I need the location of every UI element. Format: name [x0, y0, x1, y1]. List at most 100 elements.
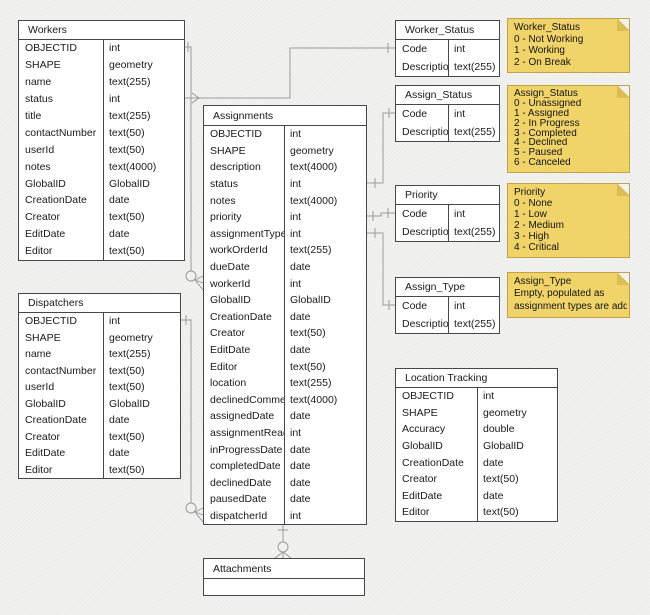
table-row: GlobalID GlobalID [396, 438, 557, 455]
field-type: geometry [290, 144, 334, 157]
field-type: date [290, 310, 311, 323]
field-name: Creator [402, 473, 438, 486]
table-row: dispatcherId int [204, 508, 366, 525]
field-name: EditDate [210, 344, 251, 357]
table-body: OBJECTID int SHAPE geometry Accuracy double Gl… [396, 388, 557, 521]
field-name: Creator [210, 327, 246, 340]
field-name: dispatcherId [210, 509, 268, 522]
table-row: EditDate date [19, 226, 184, 243]
table-row: Code int [396, 205, 499, 223]
field-name: Creator [25, 430, 61, 443]
column-divider [284, 126, 285, 525]
field-name: SHAPE [402, 406, 438, 419]
field-type: int [290, 509, 302, 522]
note-line: Empty, populated as [514, 288, 605, 300]
table-row: Editor text(50) [204, 358, 366, 375]
field-type: GlobalID [109, 177, 150, 190]
field-name: contactNumber [25, 126, 97, 139]
field-name: dueDate [210, 261, 250, 274]
table-row: notes text(4000) [19, 158, 184, 175]
table-body: Code int Description text(255) [396, 40, 499, 76]
note-line: 2 - Medium [514, 220, 565, 231]
table-row: Description text(255) [396, 123, 499, 141]
field-type: GlobalID [109, 397, 150, 410]
field-type: geometry [483, 406, 527, 419]
table-row: name text(255) [19, 346, 180, 363]
table-row: Accuracy double [396, 421, 557, 438]
field-type: int [290, 128, 302, 141]
table-row: dueDate date [204, 259, 366, 276]
table-empty-row [204, 579, 364, 595]
note-line: 2 - On Break [514, 56, 571, 68]
field-type: text(50) [109, 364, 145, 377]
field-name: EditDate [402, 489, 443, 502]
field-type: int [454, 108, 466, 120]
field-name: location [210, 377, 247, 390]
table-row: assignmentType int [204, 226, 366, 243]
field-type: date [109, 228, 130, 241]
field-name: declinedComment [210, 393, 284, 406]
table-row: CreationDate date [19, 192, 184, 209]
field-name: status [25, 93, 54, 106]
table-row: contactNumber text(50) [19, 124, 184, 141]
field-name: CreationDate [210, 310, 272, 323]
table-row: CreationDate date [204, 309, 366, 326]
field-type: text(50) [109, 430, 145, 443]
table-row: OBJECTID int [204, 126, 366, 143]
table-body [204, 579, 364, 595]
table-row: Description text(255) [396, 223, 499, 241]
field-type: text(50) [290, 360, 326, 373]
field-type: int [454, 43, 466, 55]
note-title: Worker_Status [514, 22, 580, 33]
table-row: SHAPE geometry [396, 405, 557, 422]
table-body: OBJECTID int SHAPE geometry description text(… [204, 126, 366, 525]
sticky-note_assign_status: Assign_Status 0 - Unassigned 1 - Assigned 2… [507, 85, 630, 173]
field-name: assignmentRead [210, 426, 284, 439]
field-name: completedDate [210, 460, 281, 473]
table-row: Creator text(50) [19, 209, 184, 226]
field-name: CreationDate [25, 194, 87, 207]
table-title: Assign_Status [396, 86, 499, 105]
field-type: text(50) [483, 473, 519, 486]
field-name: SHAPE [25, 331, 61, 344]
table-row: description text(4000) [204, 159, 366, 176]
column-divider [477, 388, 478, 521]
table-title: Worker_Status [396, 21, 499, 40]
field-name: priority [210, 211, 242, 224]
table-row: title text(255) [19, 108, 184, 125]
field-type: text(255) [454, 61, 496, 73]
table-title: Attachments [204, 559, 364, 579]
field-type: date [290, 344, 311, 357]
field-type: text(255) [290, 244, 332, 257]
table-row: userId text(50) [19, 141, 184, 158]
field-name: Accuracy [402, 423, 446, 436]
table-row: OBJECTID int [19, 313, 180, 330]
table-title: Priority [396, 186, 499, 205]
field-type: geometry [109, 331, 153, 344]
table-row: pausedDate date [204, 491, 366, 508]
field-type: text(255) [109, 348, 151, 361]
field-name: title [25, 110, 42, 122]
field-type: int [290, 426, 302, 439]
table-row: assignedDate date [204, 408, 366, 425]
table-row: workerId int [204, 275, 366, 292]
column-divider [448, 205, 449, 241]
table-attachments: Attachments [203, 558, 365, 596]
field-type: date [290, 261, 311, 274]
note-line: 4 - Critical [514, 242, 560, 253]
field-type: text(50) [109, 211, 145, 224]
table-row: Creator text(50) [396, 471, 557, 488]
field-type: text(255) [454, 318, 496, 330]
note-line: 3 - High [514, 231, 550, 242]
table-row: location text(255) [204, 375, 366, 392]
field-type: GlobalID [290, 294, 331, 307]
table-row: EditDate date [19, 445, 180, 462]
table-row: status int [19, 91, 184, 108]
table-row: Creator text(50) [19, 429, 180, 446]
field-type: date [290, 410, 311, 423]
field-type: GlobalID [483, 440, 524, 453]
field-name: SHAPE [210, 144, 246, 157]
table-row: GlobalID GlobalID [19, 175, 184, 192]
field-name: name [25, 348, 52, 361]
